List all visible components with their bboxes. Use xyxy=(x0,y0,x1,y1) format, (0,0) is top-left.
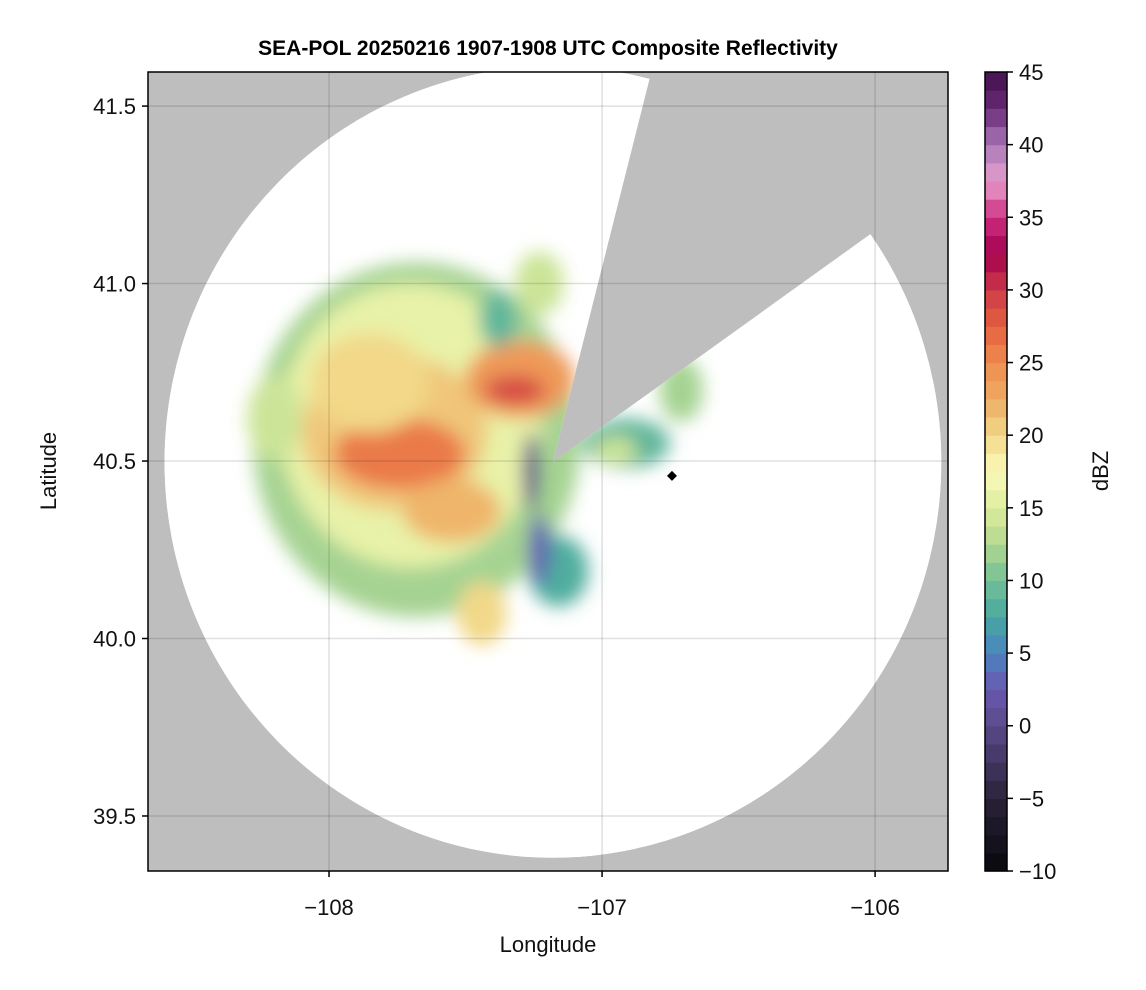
colorbar-band xyxy=(985,544,1007,563)
colorbar-tick-label: 0 xyxy=(1019,714,1031,739)
echo-cell xyxy=(334,418,466,490)
x-axis: −108 −107 −106 xyxy=(304,871,900,920)
echo-cell xyxy=(514,251,564,316)
colorbar-band xyxy=(985,780,1007,799)
colorbar-band xyxy=(985,308,1007,327)
colorbar-band xyxy=(985,435,1007,454)
chart-title: SEA-POL 20250216 1907-1908 UTC Composite… xyxy=(258,37,838,60)
colorbar-band xyxy=(985,362,1007,382)
echo-cell xyxy=(659,358,704,422)
echo-cell xyxy=(247,375,302,462)
x-axis-label: Longitude xyxy=(500,932,597,957)
echo-cell xyxy=(479,290,518,348)
colorbar-tick-label: 15 xyxy=(1019,496,1043,521)
colorbar-band xyxy=(985,235,1007,255)
plot-frame xyxy=(147,71,949,872)
colorbar-band xyxy=(985,162,1007,182)
colorbar-band xyxy=(985,144,1007,164)
colorbar-band xyxy=(985,798,1007,818)
colorbar-band xyxy=(985,507,1007,527)
echo-cell xyxy=(593,436,638,465)
colorbar-band xyxy=(985,580,1007,600)
colorbar-band xyxy=(985,398,1007,418)
gridlines xyxy=(148,72,948,871)
colorbar-tick-label: −10 xyxy=(1019,859,1056,884)
colorbar-tick-label: 5 xyxy=(1019,641,1031,666)
y-tick-label: 39.5 xyxy=(93,804,136,829)
colorbar-band xyxy=(985,616,1007,636)
echo-cell xyxy=(309,333,431,433)
colorbar-band xyxy=(985,417,1007,436)
site-marker xyxy=(666,470,677,481)
y-tick-label: 41.0 xyxy=(93,272,136,297)
colorbar-tick-label: 10 xyxy=(1019,568,1043,593)
y-axis-label: Latitude xyxy=(36,432,61,510)
x-tick-label: −107 xyxy=(577,895,627,920)
colorbar-band xyxy=(985,253,1007,273)
colorbar-band xyxy=(985,126,1007,146)
colorbar-band xyxy=(985,90,1007,109)
echo-cell xyxy=(402,478,502,543)
colorbar-band xyxy=(985,471,1007,491)
colorbar-band xyxy=(985,489,1007,509)
colorbar-tick-label: 20 xyxy=(1019,423,1043,448)
colorbar-band xyxy=(985,852,1007,872)
y-tick-label: 40.0 xyxy=(93,627,136,652)
colorbar-tick-label: 45 xyxy=(1019,60,1043,85)
y-tick-label: 40.5 xyxy=(93,449,136,474)
x-tick-label: −108 xyxy=(304,895,354,920)
x-tick-label: −106 xyxy=(850,895,900,920)
colorbar-band xyxy=(985,289,1007,309)
colorbar-band xyxy=(985,689,1007,709)
echo-cell xyxy=(457,581,507,646)
colorbar-band xyxy=(985,634,1007,654)
colorbar-band xyxy=(985,816,1007,836)
colorbar-tick-label: 35 xyxy=(1019,205,1043,230)
colorbar-band xyxy=(985,725,1007,745)
colorbar-band xyxy=(985,562,1007,582)
colorbar-band xyxy=(985,380,1007,400)
colorbar-band xyxy=(985,598,1007,618)
colorbar-band xyxy=(985,271,1007,291)
colorbar-band xyxy=(985,344,1007,364)
colorbar-band xyxy=(985,762,1007,781)
colorbar-band xyxy=(985,743,1007,763)
colorbar-tick-label: 25 xyxy=(1019,351,1043,376)
reflectivity-field xyxy=(247,251,704,646)
colorbar-band xyxy=(985,671,1007,691)
colorbar-band xyxy=(985,525,1007,545)
colorbar-tick-label: 30 xyxy=(1019,278,1043,303)
colorbar-band xyxy=(985,199,1007,218)
colorbar-band xyxy=(985,180,1007,200)
diamond-marker xyxy=(666,470,677,481)
colorbar-band xyxy=(985,653,1007,672)
echo-cell xyxy=(528,514,551,586)
echo-cell xyxy=(484,375,545,405)
colorbar-band xyxy=(985,72,1007,91)
colorbar-tick-label: −5 xyxy=(1019,786,1044,811)
echo-cell xyxy=(522,432,540,511)
colorbar-label: dBZ xyxy=(1088,451,1113,491)
colorbar-frame xyxy=(984,71,1008,872)
colorbar: −10 −5 0 5 10 15 20 25 30 35 40 45 xyxy=(984,60,1056,884)
colorbar-band xyxy=(985,834,1007,854)
y-axis: 39.5 40.0 40.5 41.0 41.5 xyxy=(93,94,148,829)
colorbar-band xyxy=(985,217,1007,237)
colorbar-band xyxy=(985,707,1007,727)
colorbar-band xyxy=(985,453,1007,473)
colorbar-band xyxy=(985,326,1007,345)
y-tick-label: 41.5 xyxy=(93,94,136,119)
colorbar-tick-label: 40 xyxy=(1019,133,1043,158)
colorbar-band xyxy=(985,108,1007,128)
